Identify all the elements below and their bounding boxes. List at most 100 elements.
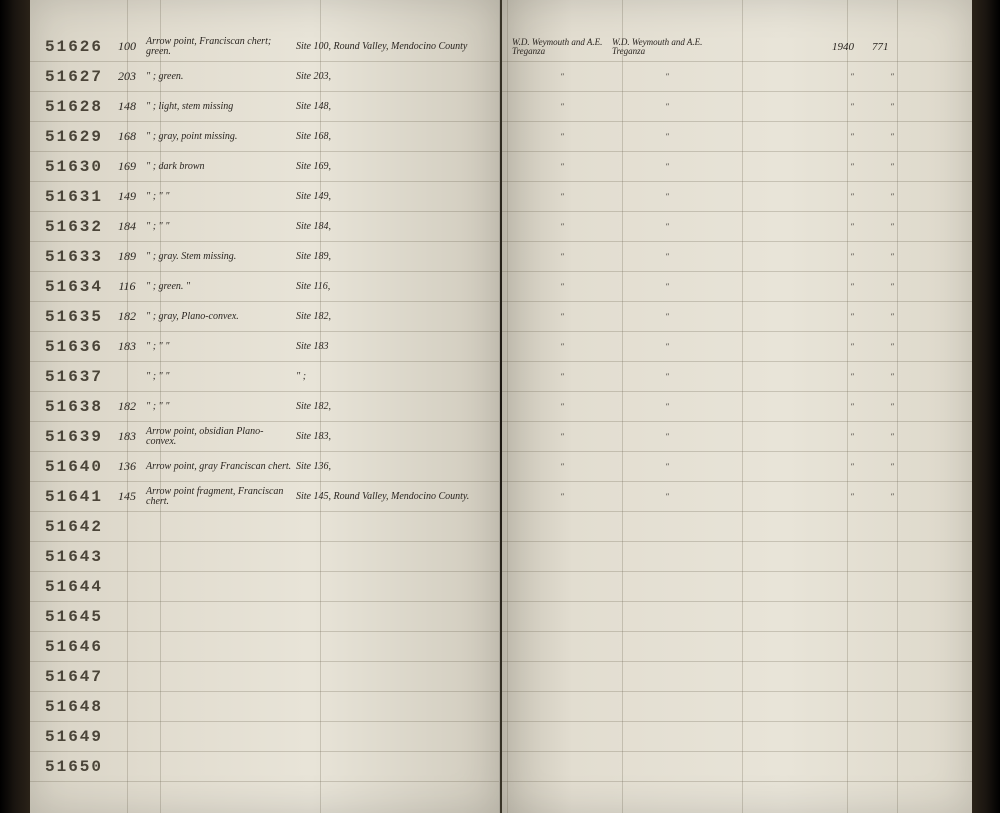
catalog-number: 51632	[30, 218, 112, 236]
ledger-row	[502, 752, 972, 782]
site-number: 145	[112, 489, 142, 504]
ledger-row: """"	[502, 152, 972, 182]
date: "	[832, 432, 872, 441]
donor: "	[612, 283, 722, 291]
catalog-number: 51637	[30, 368, 112, 386]
collector: "	[502, 193, 612, 201]
collector: "	[502, 403, 612, 411]
ledger-row: """"	[502, 242, 972, 272]
donor: "	[612, 103, 722, 111]
description: Arrow point fragment, Franciscan chert.	[142, 487, 292, 507]
locality: Site 184,	[292, 221, 472, 232]
ledger-row: """"	[502, 182, 972, 212]
date: "	[832, 162, 872, 171]
ledger-row: """"	[502, 362, 972, 392]
site-number: 183	[112, 429, 142, 444]
ledger-row: 51646	[30, 632, 499, 662]
catalog-number: 51633	[30, 248, 112, 266]
ledger-row: """"	[502, 272, 972, 302]
description: " ; gray, Plano-convex.	[142, 312, 292, 322]
description: " ; gray, point missing.	[142, 132, 292, 142]
locality: Site 183	[292, 341, 472, 352]
ledger-row: """"	[502, 422, 972, 452]
description: " ; " "	[142, 222, 292, 232]
accession: "	[872, 102, 912, 111]
collector: "	[502, 313, 612, 321]
catalog-number: 51634	[30, 278, 112, 296]
donor: "	[612, 493, 722, 501]
catalog-number: 51642	[30, 518, 112, 536]
date: "	[832, 492, 872, 501]
description: Arrow point, obsidian Plano-convex.	[142, 427, 292, 447]
collector: "	[502, 493, 612, 501]
ledger-row	[502, 572, 972, 602]
catalog-number: 51643	[30, 548, 112, 566]
date: "	[832, 252, 872, 261]
date: "	[832, 222, 872, 231]
catalog-number: 51648	[30, 698, 112, 716]
ledger-row: 51627203" ; green.Site 203,	[30, 62, 499, 92]
accession: 771	[872, 41, 912, 53]
locality: Site 148,	[292, 101, 472, 112]
locality: Site 183,	[292, 431, 472, 442]
description: " ; green.	[142, 72, 292, 82]
collector: "	[502, 103, 612, 111]
accession: "	[872, 282, 912, 291]
date: "	[832, 342, 872, 351]
site-number: 203	[112, 69, 142, 84]
site-number: 182	[112, 399, 142, 414]
catalog-number: 51627	[30, 68, 112, 86]
donor: "	[612, 463, 722, 471]
site-number: 149	[112, 189, 142, 204]
ledger-row: 51642	[30, 512, 499, 542]
ledger-row: """"	[502, 122, 972, 152]
donor: W.D. Weymouth and A.E. Treganza	[612, 38, 722, 56]
locality: Site 182,	[292, 401, 472, 412]
site-number: 184	[112, 219, 142, 234]
ledger-row	[502, 542, 972, 572]
spine-right	[972, 0, 1000, 813]
catalog-number: 51630	[30, 158, 112, 176]
date: "	[832, 72, 872, 81]
date: "	[832, 402, 872, 411]
donor: "	[612, 343, 722, 351]
accession: "	[872, 162, 912, 171]
date: "	[832, 282, 872, 291]
description: Arrow point, Franciscan chert; green.	[142, 37, 292, 57]
collector: "	[502, 133, 612, 141]
ledger-row: 51647	[30, 662, 499, 692]
site-number: 116	[112, 279, 142, 294]
ledger-row: 51645	[30, 602, 499, 632]
ledger-row: 51644	[30, 572, 499, 602]
accession: "	[872, 132, 912, 141]
catalog-number: 51640	[30, 458, 112, 476]
ledger-row: 51635182" ; gray, Plano-convex.Site 182,	[30, 302, 499, 332]
catalog-number: 51628	[30, 98, 112, 116]
catalog-number: 51629	[30, 128, 112, 146]
locality: Site 100, Round Valley, Mendocino County	[292, 41, 472, 52]
ledger-row: """"	[502, 92, 972, 122]
catalog-number: 51639	[30, 428, 112, 446]
ledger-row: 51630169" ; dark brownSite 169,	[30, 152, 499, 182]
ledger-row: 51637" ; " "" ;	[30, 362, 499, 392]
collector: "	[502, 223, 612, 231]
locality: Site 182,	[292, 311, 472, 322]
site-number: 148	[112, 99, 142, 114]
date: "	[832, 462, 872, 471]
site-number: 168	[112, 129, 142, 144]
description: " ; " "	[142, 192, 292, 202]
locality: Site 149,	[292, 191, 472, 202]
ledger-row: 51650	[30, 752, 499, 782]
accession: "	[872, 372, 912, 381]
ledger-row: 51641145Arrow point fragment, Franciscan…	[30, 482, 499, 512]
collector: "	[502, 343, 612, 351]
donor: "	[612, 193, 722, 201]
catalog-number: 51645	[30, 608, 112, 626]
accession: "	[872, 402, 912, 411]
locality: Site 116,	[292, 281, 472, 292]
donor: "	[612, 163, 722, 171]
description: " ; " "	[142, 402, 292, 412]
collector: "	[502, 283, 612, 291]
accession: "	[872, 432, 912, 441]
collector: "	[502, 73, 612, 81]
